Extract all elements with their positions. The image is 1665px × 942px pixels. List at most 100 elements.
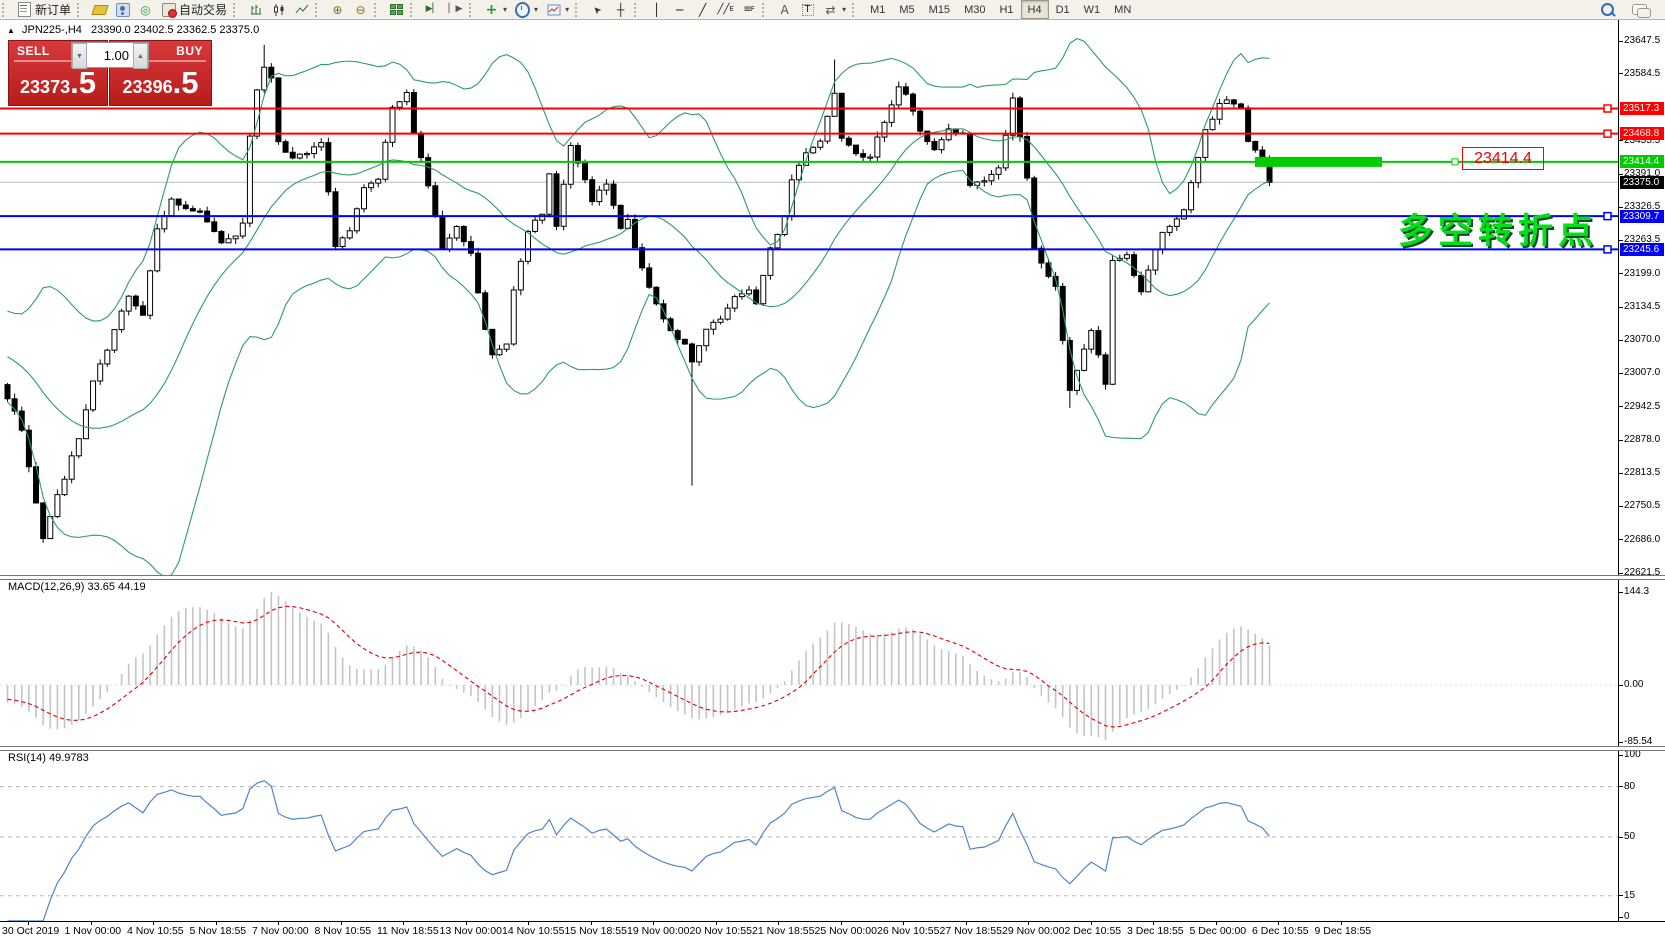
- candle-chart-button[interactable]: [267, 0, 290, 20]
- price-tick-label: 23134.5: [1624, 301, 1661, 312]
- autotrade-icon: [161, 2, 177, 18]
- price-tick-label: 23263.5: [1624, 234, 1661, 246]
- macd-tick: [1618, 591, 1623, 593]
- styles-button[interactable]: [88, 0, 111, 20]
- pivot-note-text[interactable]: 多空转折点: [1398, 212, 1599, 251]
- sell-underline: [14, 60, 84, 62]
- price-tick: [1618, 372, 1623, 374]
- hline-button[interactable]: ─: [668, 0, 691, 20]
- time-tick: [1215, 921, 1217, 925]
- sell-label: SELL: [17, 44, 50, 58]
- time-tick-label: 11 Nov 18:55: [377, 925, 439, 937]
- toolbar-grip[interactable]: [2, 2, 9, 17]
- price-line-badge: 23468.8: [1620, 127, 1664, 141]
- text-label-button[interactable]: T: [796, 0, 819, 20]
- toolbar-grip[interactable]: [852, 2, 859, 17]
- time-tick-label: 5 Dec 00:00: [1189, 925, 1247, 937]
- toolbar-grip[interactable]: [634, 2, 641, 17]
- buy-underline: [136, 60, 206, 62]
- time-tick-label: 20 Nov 10:55: [689, 925, 752, 937]
- toolbar-grip[interactable]: [410, 2, 417, 17]
- text-label-icon: T: [800, 2, 815, 17]
- toolbar-grip[interactable]: [315, 2, 322, 17]
- arrows-button[interactable]: ⇄ ▾: [819, 0, 850, 20]
- timeframe-button-m30[interactable]: M30: [964, 3, 986, 16]
- macd-panel-splitter[interactable]: [0, 575, 1665, 580]
- trendline-icon: ╱: [698, 2, 707, 17]
- timeframe-button-m5[interactable]: M5: [899, 3, 915, 16]
- signals-button[interactable]: ◎: [134, 0, 157, 20]
- buy-price: 23396.5: [122, 65, 199, 100]
- timeframe-button-d1[interactable]: D1: [1055, 3, 1070, 16]
- volume-decrease-button[interactable]: ▼: [72, 43, 87, 69]
- timeframe-button-w1[interactable]: W1: [1083, 3, 1101, 16]
- buy-button[interactable]: BUY 23396.5: [109, 40, 212, 106]
- trendline-button[interactable]: ╱: [691, 0, 714, 20]
- price-tick-label: 22878.0: [1624, 434, 1661, 445]
- navigator-button[interactable]: [111, 0, 134, 20]
- candle-chart-icon: [271, 2, 286, 17]
- time-tick-label: 15 Nov 18:55: [564, 925, 627, 937]
- rsi-tick-label: 100: [1624, 749, 1641, 760]
- toolbar-grip[interactable]: [762, 2, 769, 17]
- crosshair-icon: ┼: [616, 2, 625, 17]
- time-tick-label: 4 Nov 10:55: [127, 925, 184, 937]
- toolbar-grip[interactable]: [374, 2, 381, 17]
- toolbar-grip[interactable]: [77, 2, 84, 17]
- rsi-tick-label: 50: [1624, 831, 1636, 842]
- price-tick: [1618, 273, 1623, 275]
- line-chart-button[interactable]: [290, 0, 313, 20]
- time-tick: [90, 921, 92, 925]
- channel-icon: ╱╱ E: [717, 3, 734, 15]
- volume-increase-button[interactable]: ▲: [133, 43, 148, 69]
- zoom-in-button[interactable]: ⊕: [326, 0, 349, 20]
- time-tick: [1278, 921, 1279, 925]
- zoom-out-button[interactable]: ⊖: [349, 0, 372, 20]
- rsi-panel-splitter[interactable]: [0, 746, 1665, 751]
- text-button[interactable]: A: [773, 0, 796, 20]
- tile-windows-button[interactable]: [385, 0, 408, 20]
- crosshair-button[interactable]: ┼: [609, 0, 632, 20]
- vline-button[interactable]: │: [645, 0, 668, 20]
- price-axis-line: [1618, 20, 1619, 921]
- time-tick-label: 26 Nov 10:55: [877, 925, 940, 937]
- channel-button[interactable]: ╱╱ E: [714, 0, 737, 20]
- chart-header: ▲ JPN225-,H4 23390.0 23402.5 23362.5 233…: [7, 24, 259, 36]
- bar-chart-button[interactable]: [244, 0, 267, 20]
- auto-scroll-button[interactable]: ▶▏: [421, 0, 444, 20]
- timeframe-button-m1[interactable]: M1: [870, 3, 886, 16]
- cursor-button[interactable]: ➤: [586, 0, 609, 20]
- price-tick-label: 22686.0: [1624, 533, 1661, 545]
- indicators-plus-icon: +: [485, 1, 498, 18]
- collapse-triangle-icon[interactable]: ▲: [7, 26, 15, 35]
- time-tick: [340, 921, 342, 925]
- time-tick-label: 13 Nov 00:00: [439, 925, 502, 937]
- time-tick: [653, 921, 654, 925]
- timeframe-button-mn[interactable]: MN: [1114, 3, 1132, 16]
- time-tick: [465, 921, 467, 925]
- line-chart-icon: [294, 2, 309, 17]
- volume-input[interactable]: [87, 43, 133, 67]
- price-tick: [1618, 140, 1623, 142]
- periods-button[interactable]: ▾: [511, 0, 542, 20]
- indicators-button[interactable]: + ▾: [480, 0, 511, 20]
- price-line-badge: 23245.6: [1620, 242, 1664, 256]
- timeframe-button-h1[interactable]: H1: [999, 3, 1014, 16]
- time-tick-label: 8 Nov 10:55: [314, 925, 372, 937]
- chat-button[interactable]: [1628, 0, 1651, 20]
- fibonacci-button[interactable]: ≡ F: [737, 0, 760, 20]
- toolbar-grip[interactable]: [469, 2, 476, 17]
- new-order-button[interactable]: 新订单: [13, 0, 75, 20]
- templates-button[interactable]: ▾: [542, 0, 573, 20]
- timeframe-button-m15[interactable]: M15: [928, 3, 951, 16]
- toolbar-grip[interactable]: [575, 2, 582, 17]
- price-tick: [1618, 73, 1623, 75]
- search-button[interactable]: [1597, 0, 1618, 20]
- price-tag-annotation[interactable]: 23414.4: [1462, 147, 1544, 170]
- toolbar-grip[interactable]: [233, 2, 240, 17]
- chart-shift-button[interactable]: ▏▶: [444, 0, 467, 20]
- timeframe-button-h4[interactable]: H4: [1020, 0, 1049, 19]
- template-icon: [546, 2, 561, 17]
- autotrade-button[interactable]: 自动交易: [157, 0, 231, 20]
